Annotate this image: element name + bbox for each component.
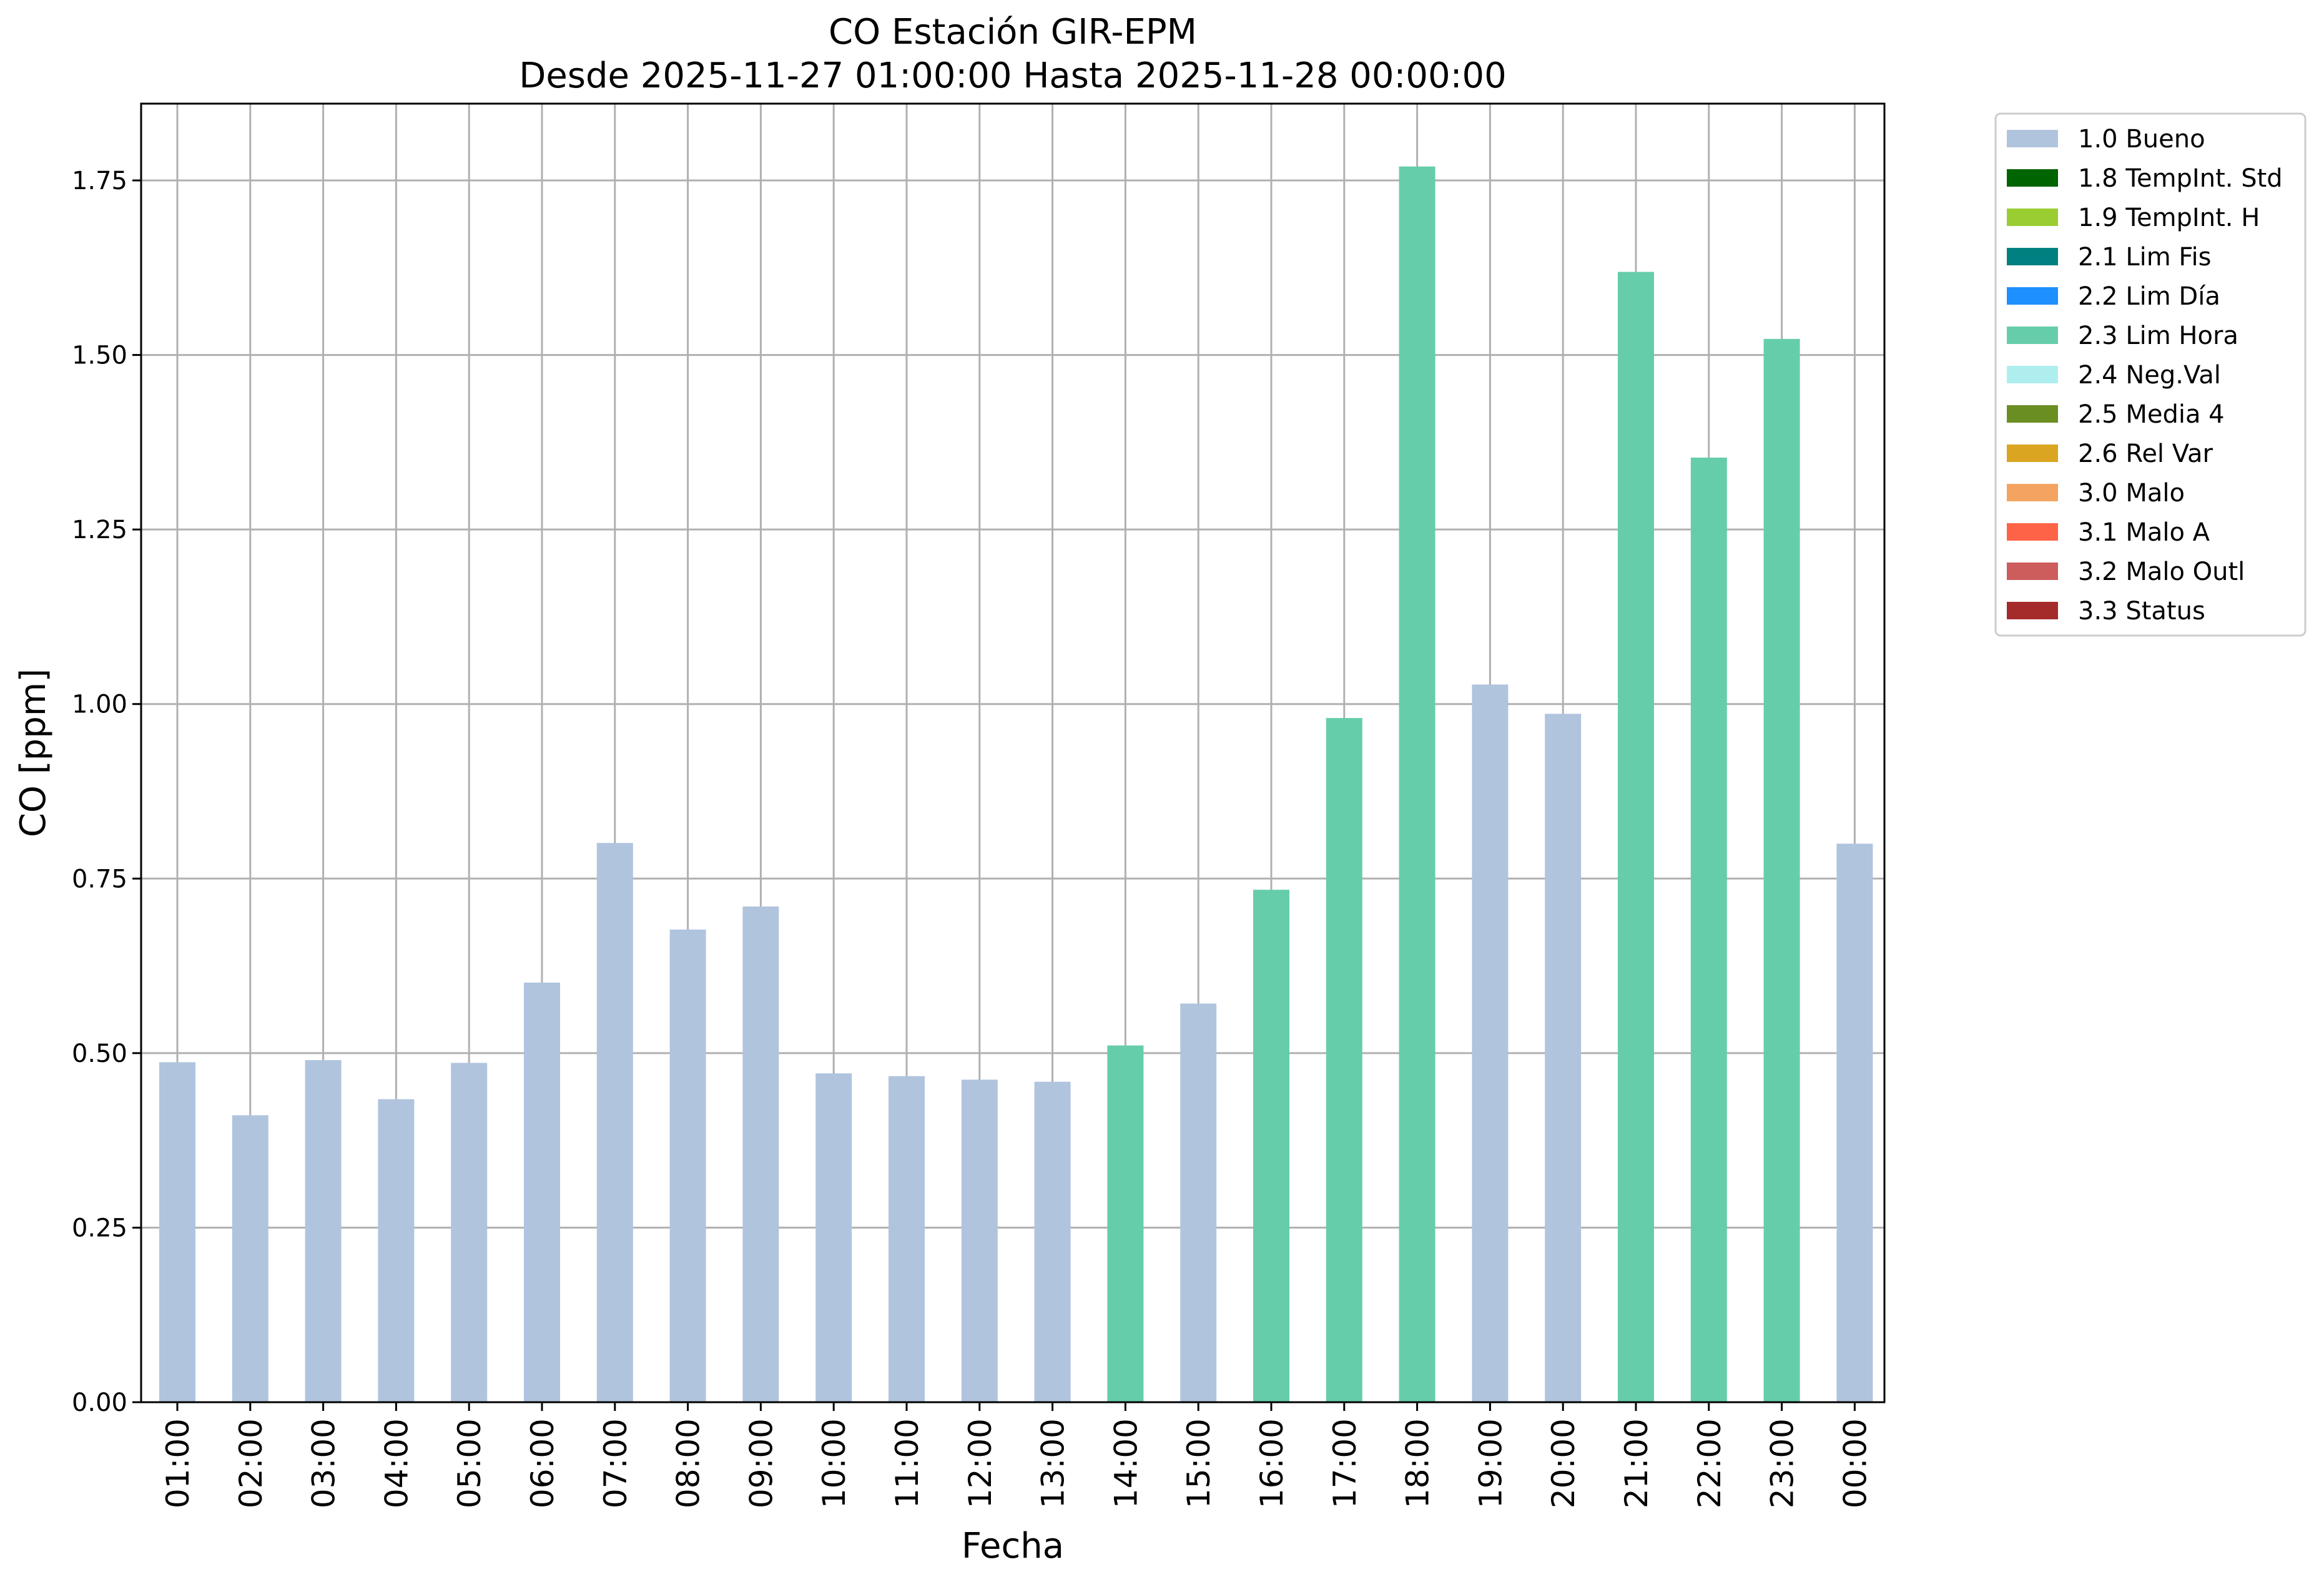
x-tick-label: 14:00 — [1108, 1418, 1144, 1508]
x-tick-label: 12:00 — [962, 1418, 998, 1508]
x-tick-label: 23:00 — [1765, 1418, 1801, 1508]
legend-swatch — [2007, 602, 2058, 619]
bar-1100 — [889, 1076, 925, 1402]
bar-0800 — [669, 929, 706, 1402]
bar-0900 — [742, 906, 779, 1402]
bar-1500 — [1180, 1003, 1217, 1402]
x-tick-label: 11:00 — [889, 1418, 925, 1508]
y-tick-label: 0.50 — [72, 1039, 127, 1068]
legend-label: 2.4 Neg.Val — [2078, 361, 2221, 390]
legend-label: 1.8 TempInt. Std — [2078, 164, 2283, 193]
x-tick-label: 04:00 — [378, 1418, 415, 1508]
bar-0700 — [596, 843, 633, 1402]
bar-2000 — [1545, 714, 1582, 1402]
legend-label: 1.9 TempInt. H — [2078, 204, 2260, 232]
legend-label: 3.1 Malo A — [2078, 518, 2210, 547]
legend-label: 3.3 Status — [2078, 597, 2205, 626]
legend-swatch — [2007, 445, 2058, 462]
legend: 1.0 Bueno 1.8 TempInt. Std 1.9 TempInt. H 2… — [1994, 112, 2307, 637]
bar-0300 — [305, 1060, 342, 1402]
legend-swatch — [2007, 405, 2058, 423]
y-axis-ticks: 0.00 0.25 0.50 0.75 1.00 1.25 1.50 1.75 — [72, 167, 141, 1417]
y-axis-label: CO [ppm] — [13, 669, 54, 837]
x-tick-label: 22:00 — [1691, 1418, 1728, 1508]
legend-box — [1994, 112, 2307, 637]
bars-group — [159, 166, 1873, 1403]
y-tick-label: 0.00 — [72, 1388, 127, 1417]
x-tick-label: 21:00 — [1618, 1418, 1655, 1508]
x-tick-label: 06:00 — [524, 1418, 561, 1508]
chart-title: CO Estación GIR-EPM — [829, 12, 1197, 52]
x-tick-label: 02:00 — [233, 1418, 269, 1508]
legend-swatch — [2007, 130, 2058, 147]
bar-0400 — [378, 1099, 415, 1402]
y-tick-label: 1.50 — [72, 341, 127, 370]
legend-swatch — [2007, 366, 2058, 383]
plot-frame — [140, 102, 1886, 1403]
y-tick-label: 1.25 — [72, 516, 127, 544]
legend-swatch — [2007, 563, 2058, 580]
x-tick-label: 16:00 — [1254, 1418, 1290, 1508]
legend-swatch — [2007, 523, 2058, 541]
x-tick-label: 19:00 — [1472, 1418, 1509, 1508]
chart-subtitle: Desde 2025-11-27 01:00:00 Hasta 2025-11-… — [519, 56, 1507, 96]
legend-label: 2.1 Lim Fis — [2078, 243, 2211, 272]
x-axis-label: Fecha — [962, 1526, 1064, 1566]
y-tick-label: 1.00 — [72, 690, 127, 719]
legend-label: 2.5 Media 4 — [2078, 400, 2225, 429]
legend-label: 2.3 Lim Hora — [2078, 322, 2238, 350]
legend-swatch — [2007, 287, 2058, 305]
bar-0500 — [451, 1063, 488, 1402]
y-tick-label: 0.25 — [72, 1214, 127, 1242]
legend-label: 2.2 Lim Día — [2078, 282, 2220, 311]
bar-1200 — [961, 1079, 998, 1402]
y-tick-label: 1.75 — [72, 167, 127, 195]
legend-swatch — [2007, 327, 2058, 344]
x-tick-label: 05:00 — [451, 1418, 488, 1508]
bar-2200 — [1690, 457, 1727, 1402]
x-tick-label: 15:00 — [1181, 1418, 1217, 1508]
x-tick-label: 08:00 — [671, 1418, 707, 1508]
x-tick-label: 00:00 — [1837, 1418, 1873, 1508]
bar-1600 — [1253, 890, 1289, 1402]
legend-label: 3.0 Malo — [2078, 479, 2185, 508]
bar-1900 — [1472, 684, 1509, 1402]
x-tick-label: 13:00 — [1035, 1418, 1071, 1508]
bar-1800 — [1399, 166, 1435, 1403]
x-tick-label: 20:00 — [1545, 1418, 1582, 1508]
bar-1400 — [1107, 1045, 1144, 1402]
bar-1000 — [815, 1073, 852, 1402]
x-tick-label: 03:00 — [306, 1418, 342, 1508]
bar-1700 — [1326, 718, 1362, 1402]
x-tick-label: 18:00 — [1400, 1418, 1436, 1508]
legend-swatch — [2007, 484, 2058, 501]
x-tick-label: 09:00 — [743, 1418, 779, 1508]
legend-label: 2.6 Rel Var — [2078, 440, 2213, 468]
x-axis-ticks: 01:00 02:00 03:00 04:00 05:00 06:00 07:00 08:00… — [160, 1402, 1873, 1508]
bar-1300 — [1034, 1081, 1071, 1402]
bar-0100 — [159, 1062, 195, 1402]
legend-label: 3.2 Malo Outl — [2078, 558, 2245, 586]
bar-2300 — [1763, 338, 1800, 1402]
bar-0200 — [232, 1115, 268, 1402]
legend-swatch — [2007, 209, 2058, 226]
x-tick-label: 01:00 — [160, 1418, 196, 1508]
x-tick-label: 07:00 — [598, 1418, 634, 1508]
bar-0600 — [524, 982, 560, 1402]
legend-swatch — [2007, 169, 2058, 187]
bar-0000 — [1836, 843, 1873, 1402]
legend-swatch — [2007, 248, 2058, 265]
y-tick-label: 0.75 — [72, 865, 127, 893]
x-tick-label: 17:00 — [1327, 1418, 1363, 1508]
legend-label: 1.0 Bueno — [2078, 125, 2205, 154]
x-tick-label: 10:00 — [816, 1418, 852, 1508]
bar-2100 — [1618, 272, 1654, 1402]
